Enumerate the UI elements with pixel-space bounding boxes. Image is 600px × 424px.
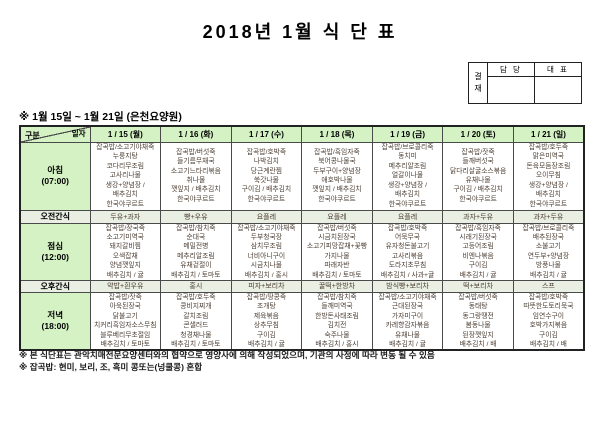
menu-cell: 잡곡밥/호박죽 따뜻한도토리묵국 임연수구이 호박가지볶음 구이김 배추김치 /… <box>512 291 585 351</box>
day-header-fri: 1 / 19 (금) <box>371 125 444 143</box>
snack-cell: 요플레 <box>371 209 444 224</box>
day-header-mon: 1 / 15 (월) <box>89 125 162 143</box>
menu-cell: 잡곡밥/버섯죽 시금치된장국 소고기피망잡채+꽃빵 가지나물 파래자반 배추김치… <box>301 222 373 281</box>
dinner-row: 저녁 (18:00) 잡곡밥/잣죽 아욱된장국 닭불고기 치커리흑임자소스무침 … <box>19 291 585 351</box>
menu-cell: 잡곡밥/호두죽 맑은미역국 돈육모듬장조림 오이무침 생강+양념장 / 배추김치… <box>512 141 585 211</box>
row-label-pm-snack: 오후간식 <box>19 279 91 293</box>
am-snack-row: 오전간식 두유+과자 빵+우유 요플레 요플레 요플레 과자+두유 과자+두유 <box>19 209 585 224</box>
snack-cell: 홍시 <box>160 279 232 293</box>
menu-cell: 잡곡밥/땅콩죽 조개탕 제육볶음 상추무침 구이김 배추김치 / 귤 <box>230 291 303 351</box>
snack-cell: 요플레 <box>230 209 303 224</box>
snack-cell: 약밥+흰우유 <box>89 279 162 293</box>
day-header-wed: 1 / 17 (수) <box>230 125 303 143</box>
approval-stamp-text: 결재 <box>474 72 482 93</box>
menu-cell: 잡곡밥/참치죽 순대국 메밀전병 메추리알조림 유채겉절이 배추김치 / 토마토 <box>160 222 232 281</box>
approval-columns: 담 당 대 표 <box>488 63 581 103</box>
menu-cell: 잡곡밥/호박죽 나박김치 당근계란찜 쑥갓나물 구이김 / 배추김치 한국야쿠르… <box>230 141 303 211</box>
snack-cell: 요플레 <box>301 209 373 224</box>
menu-cell: 잡곡밥/참치죽 들깨미역국 한방돈사태조림 김치전 숙주나물 배추김치 / 홍시 <box>301 291 373 351</box>
day-header-thu: 1 / 18 (목) <box>301 125 373 143</box>
snack-cell: 스프 <box>512 279 585 293</box>
pm-snack-row: 오후간식 약밥+흰우유 홍시 피자+보리차 꿀떡+한방차 밤식빵+보리차 떡+보… <box>19 279 585 293</box>
page-title: 2018년 1월 식 단 표 <box>202 22 398 42</box>
snack-cell: 빵+우유 <box>160 209 232 224</box>
menu-cell: 잡곡밥/흑임자죽 북어콩나물국 두부구이+양념장 애호박나물 깻잎지 / 배추김… <box>301 141 373 211</box>
menu-cell: 잡곡밥/버섯죽 들기름무채국 소고기느타리볶음 취나물 깻잎지 / 배추김치 한… <box>160 141 232 211</box>
footnote-agreement: ※ 본 식단표는 관악치매전문요양센터와의 협약으로 영양사에 의해 작성되었으… <box>19 350 435 360</box>
row-label-dinner: 저녁 (18:00) <box>19 291 91 351</box>
approval-sign-cell-manager <box>488 77 535 103</box>
menu-cell: 잡곡밥/호박죽 어묵무국 유자청돈불고기 고사리볶음 도라지초무침 배추김치 /… <box>371 222 444 281</box>
breakfast-row: 아침 (07:00) 잡곡밥/소고기야채죽 누룽지탕 코다리무조림 고사리나물 … <box>19 141 585 211</box>
table-header-row: 일자 구분 1 / 15 (월) 1 / 16 (화) 1 / 17 (수) 1… <box>19 125 585 143</box>
menu-cell: 잡곡밥/잣죽 아욱된장국 닭불고기 치커리흑임자소스무침 블루베리무초절임 배추… <box>89 291 162 351</box>
corner-label-date: 일자 <box>71 129 86 138</box>
approval-table: 결재 담 당 대 표 <box>468 62 582 104</box>
snack-cell: 꿀떡+한방차 <box>301 279 373 293</box>
menu-cell: 잡곡밥/잣죽 들깨버섯국 닭다리살굴소스볶음 유채나물 구이김 / 배추김치 한… <box>442 141 514 211</box>
snack-cell: 과자+두유 <box>512 209 585 224</box>
corner-label-category: 구분 <box>25 130 40 140</box>
menu-cell: 잡곡밥/장국죽 소고기미역국 돼지갈비찜 오색잡채 양념깻잎지 배추김치 / 귤 <box>89 222 162 281</box>
day-header-sat: 1 / 20 (토) <box>442 125 514 143</box>
snack-cell: 피자+보리차 <box>230 279 303 293</box>
menu-table: 일자 구분 1 / 15 (월) 1 / 16 (화) 1 / 17 (수) 1… <box>19 125 585 352</box>
menu-cell: 잡곡밥/호두죽 콩비지찌개 갈치조림 콘샐러드 청경채나물 배추김치 / 토마토 <box>160 291 232 351</box>
menu-cell: 잡곡밥/버섯죽 동태탕 동그랑땡전 봄동나물 된장깻잎지 배추김치 / 배 <box>442 291 514 351</box>
menu-cell: 잡곡밥/브로콜리죽 배추된장국 소불고기 연두부+양념장 방풍나물 배추김치 /… <box>512 222 585 281</box>
day-header-sun: 1 / 21 (일) <box>512 125 585 143</box>
row-label-lunch: 점심 (12:00) <box>19 222 91 281</box>
row-label-breakfast: 아침 (07:00) <box>19 141 91 211</box>
approval-sign-cell-director <box>535 77 581 103</box>
snack-cell: 두유+과자 <box>89 209 162 224</box>
footnotes: ※ 본 식단표는 관악치매전문요양센터와의 협약으로 영양사에 의해 작성되었으… <box>19 349 435 374</box>
menu-cell: 잡곡밥/흑임자죽 시래기된장국 고등어조림 비엔나볶음 구이김 배추김치 / 귤 <box>442 222 514 281</box>
snack-cell: 밤식빵+보리차 <box>371 279 444 293</box>
menu-cell: 잡곡밥/소고기야채죽 두부청국장 삼치무조림 너비아니구이 시금치나물 배추김치… <box>230 222 303 281</box>
approval-col-director: 대 표 <box>547 65 569 74</box>
menu-cell: 잡곡밥/소고기야채죽 근대된장국 가자미구이 카레향감자볶음 유채나물 배추김치… <box>371 291 444 351</box>
day-header-tue: 1 / 16 (화) <box>160 125 232 143</box>
approval-stamp-label: 결재 <box>469 63 488 103</box>
corner-cell: 일자 구분 <box>19 125 91 143</box>
lunch-row: 점심 (12:00) 잡곡밥/장국죽 소고기미역국 돼지갈비찜 오색잡채 양념깻… <box>19 222 585 281</box>
period-note: ※ 1월 15일 ~ 1월 21일 (은천요양원) <box>19 111 182 123</box>
snack-cell: 떡+보리차 <box>442 279 514 293</box>
row-label-am-snack: 오전간식 <box>19 209 91 224</box>
menu-cell: 잡곡밥/브로콜리죽 동치미 메추리알조림 얼갈이나물 생강+양념장 / 배추김치… <box>371 141 444 211</box>
approval-col-manager: 담 당 <box>488 63 535 76</box>
snack-cell: 과자+두유 <box>442 209 514 224</box>
footnote-grain-mix: ※ 잡곡밥: 현미, 보리, 조, 흑미 콩또는(넝쿨콩) 혼합 <box>19 362 203 373</box>
menu-cell: 잡곡밥/소고기야채죽 누룽지탕 코다리무조림 고사리나물 생강+양념장 / 배추… <box>89 141 162 211</box>
